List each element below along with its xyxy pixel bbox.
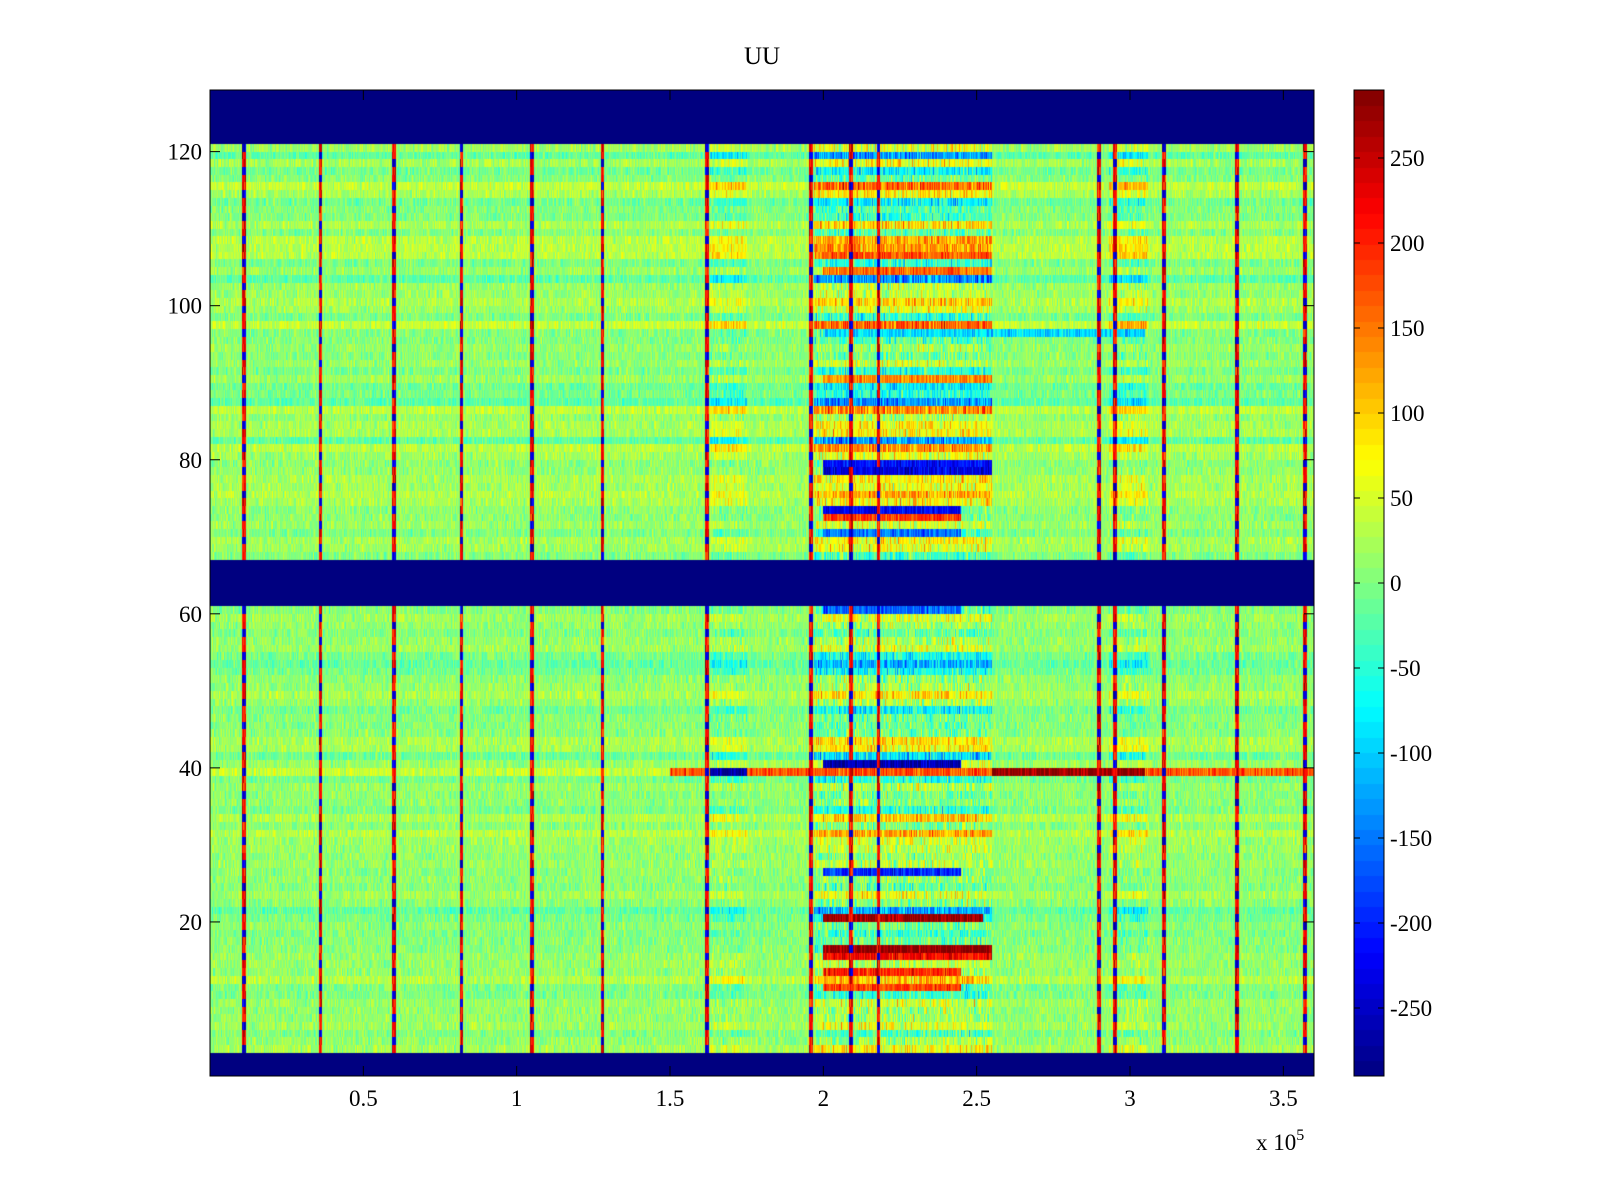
x-axis: 0.5 1 1.5 2 2.5 3 3.5	[349, 90, 1298, 1111]
x-exponent-label: x 105	[1256, 1127, 1304, 1155]
colorbar-tick-label: -100	[1390, 741, 1432, 766]
x-tick-label: 1.5	[656, 1086, 685, 1111]
colorbar-tick-label: 150	[1390, 316, 1425, 341]
y-tick-label: 20	[179, 910, 202, 935]
colorbar-tick-label: -50	[1390, 656, 1421, 681]
x-tick-label: 0.5	[349, 1086, 378, 1111]
colorbar-tick-label: -200	[1390, 911, 1432, 936]
colorbar-tick-label: 200	[1390, 231, 1425, 256]
y-tick-label: 60	[179, 602, 202, 627]
colorbar-tick-label: 100	[1390, 401, 1425, 426]
y-tick-label: 40	[179, 756, 202, 781]
y-tick-label: 80	[179, 448, 202, 473]
heatmap-image	[210, 90, 1314, 1076]
colorbar-axis: -250 -200 -150 -100 -50 0 50 100 150 200 250	[1354, 146, 1432, 1021]
x-tick-label: 2.5	[962, 1086, 991, 1111]
y-axis: 20 40 60 80 100 120	[168, 140, 1314, 935]
axes-frame	[209, 89, 1385, 1077]
colorbar-tick-label: -150	[1390, 826, 1432, 851]
y-tick-label: 100	[168, 294, 203, 319]
colorbar-tick-label: 250	[1390, 146, 1425, 171]
y-tick-label: 120	[168, 140, 203, 165]
colorbar-tick-label: 50	[1390, 486, 1413, 511]
x-tick-label: 3	[1124, 1086, 1136, 1111]
chart-title: UU	[744, 43, 780, 70]
colorbar-tick-label: 0	[1390, 571, 1402, 596]
x-tick-label: 2	[818, 1086, 830, 1111]
colorbar-tick-label: -250	[1390, 996, 1432, 1021]
plot-border	[209, 89, 1315, 1077]
x-tick-label: 3.5	[1269, 1086, 1298, 1111]
x-tick-label: 1	[511, 1086, 523, 1111]
